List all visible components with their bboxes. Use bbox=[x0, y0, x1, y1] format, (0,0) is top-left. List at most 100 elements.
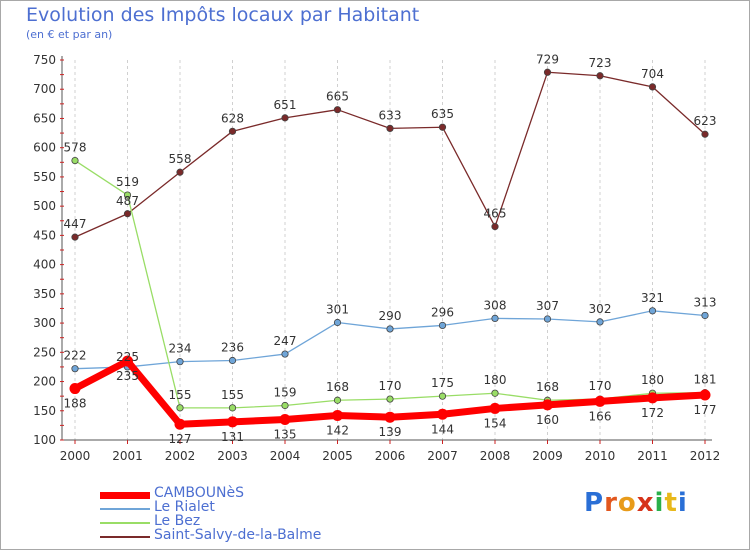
data-label: 578 bbox=[64, 141, 87, 155]
data-point bbox=[176, 358, 184, 366]
data-label: 628 bbox=[221, 111, 244, 125]
y-tick-label: 200 bbox=[33, 375, 56, 389]
y-tick-label: 150 bbox=[33, 404, 56, 418]
data-point bbox=[386, 325, 394, 333]
data-label: 177 bbox=[694, 403, 717, 417]
data-point bbox=[543, 68, 552, 76]
data-point bbox=[71, 156, 79, 165]
x-tick-label: 2010 bbox=[585, 449, 616, 463]
data-point bbox=[71, 233, 79, 241]
legend-label: Saint-Salvy-de-la-Balme bbox=[154, 527, 322, 543]
y-tick-label: 450 bbox=[33, 228, 56, 242]
data-point bbox=[386, 124, 394, 132]
x-tick-label: 2006 bbox=[375, 449, 406, 463]
data-label: 180 bbox=[641, 373, 664, 387]
y-tick-label: 750 bbox=[33, 53, 56, 67]
x-tick-label: 2004 bbox=[270, 449, 301, 463]
y-tick-label: 350 bbox=[33, 287, 56, 301]
y-tick-label: 250 bbox=[33, 345, 56, 359]
data-point bbox=[174, 418, 186, 430]
data-point bbox=[438, 321, 447, 330]
data-label: 235 bbox=[116, 369, 139, 383]
data-label: 321 bbox=[641, 291, 664, 305]
data-label: 313 bbox=[694, 295, 717, 309]
data-point bbox=[386, 395, 394, 403]
data-label: 302 bbox=[589, 302, 612, 316]
data-label: 222 bbox=[64, 349, 87, 363]
data-label: 225 bbox=[116, 350, 139, 364]
data-label: 519 bbox=[116, 175, 139, 189]
data-point bbox=[543, 315, 552, 323]
data-label: 447 bbox=[64, 217, 87, 231]
data-label: 170 bbox=[589, 379, 612, 393]
data-point bbox=[176, 168, 184, 176]
x-tick-label: 2002 bbox=[165, 449, 196, 463]
data-label: 175 bbox=[431, 376, 454, 390]
data-point bbox=[596, 72, 604, 80]
data-label: 651 bbox=[274, 98, 297, 112]
data-point bbox=[71, 365, 79, 373]
y-tick-label: 600 bbox=[33, 141, 56, 155]
y-tick-label: 700 bbox=[33, 82, 56, 96]
legend-label: Le Bez bbox=[154, 513, 201, 529]
data-label: 234 bbox=[169, 342, 192, 356]
data-point bbox=[701, 130, 709, 138]
data-point bbox=[594, 395, 606, 407]
data-label: 623 bbox=[694, 114, 717, 128]
data-label: 131 bbox=[221, 430, 244, 444]
data-label: 155 bbox=[221, 388, 244, 402]
data-label: 159 bbox=[274, 386, 297, 400]
data-point bbox=[333, 396, 342, 404]
data-label: 170 bbox=[379, 379, 402, 393]
x-tick-label: 2009 bbox=[532, 449, 563, 463]
data-point bbox=[491, 314, 499, 322]
x-tick-label: 2001 bbox=[112, 449, 143, 463]
data-point bbox=[701, 311, 709, 320]
data-point bbox=[438, 392, 447, 400]
legend-swatch bbox=[100, 522, 150, 524]
data-label: 188 bbox=[64, 397, 87, 411]
data-label: 487 bbox=[116, 194, 139, 208]
legend-swatch bbox=[100, 536, 150, 538]
data-point bbox=[648, 307, 657, 315]
x-tick-label: 2008 bbox=[480, 449, 511, 463]
data-label: 558 bbox=[169, 152, 192, 166]
data-label: 704 bbox=[641, 67, 664, 81]
data-label: 465 bbox=[484, 207, 507, 221]
x-tick-label: 2005 bbox=[322, 449, 353, 463]
data-point bbox=[699, 389, 711, 401]
x-tick-label: 2007 bbox=[427, 449, 458, 463]
data-label: 172 bbox=[641, 406, 664, 420]
y-tick-label: 400 bbox=[33, 258, 56, 272]
data-point bbox=[123, 210, 132, 218]
data-label: 236 bbox=[221, 340, 244, 354]
data-point bbox=[384, 411, 396, 423]
data-label: 139 bbox=[379, 425, 402, 439]
data-label: 296 bbox=[431, 305, 454, 319]
data-point bbox=[279, 414, 291, 426]
data-point bbox=[437, 408, 448, 420]
data-label: 154 bbox=[484, 416, 507, 430]
data-point bbox=[123, 191, 132, 199]
data-label: 160 bbox=[536, 413, 559, 427]
data-point bbox=[491, 389, 499, 397]
x-tick-label: 2003 bbox=[217, 449, 248, 463]
data-point bbox=[647, 392, 658, 404]
data-point bbox=[491, 223, 499, 231]
data-label: 307 bbox=[536, 299, 559, 313]
data-point bbox=[176, 404, 184, 412]
x-tick-label: 2012 bbox=[690, 449, 721, 463]
data-point bbox=[228, 404, 237, 412]
data-point bbox=[228, 127, 237, 135]
data-point bbox=[333, 106, 342, 114]
chart-subtitle: (en € et par an) bbox=[26, 28, 113, 41]
data-point bbox=[281, 114, 289, 122]
data-label: 166 bbox=[589, 409, 612, 423]
data-point bbox=[281, 401, 289, 410]
data-point bbox=[228, 356, 237, 365]
data-point bbox=[332, 409, 343, 421]
data-point bbox=[122, 355, 133, 367]
legend-label: Le Rialet bbox=[154, 499, 215, 515]
data-point bbox=[489, 402, 501, 414]
